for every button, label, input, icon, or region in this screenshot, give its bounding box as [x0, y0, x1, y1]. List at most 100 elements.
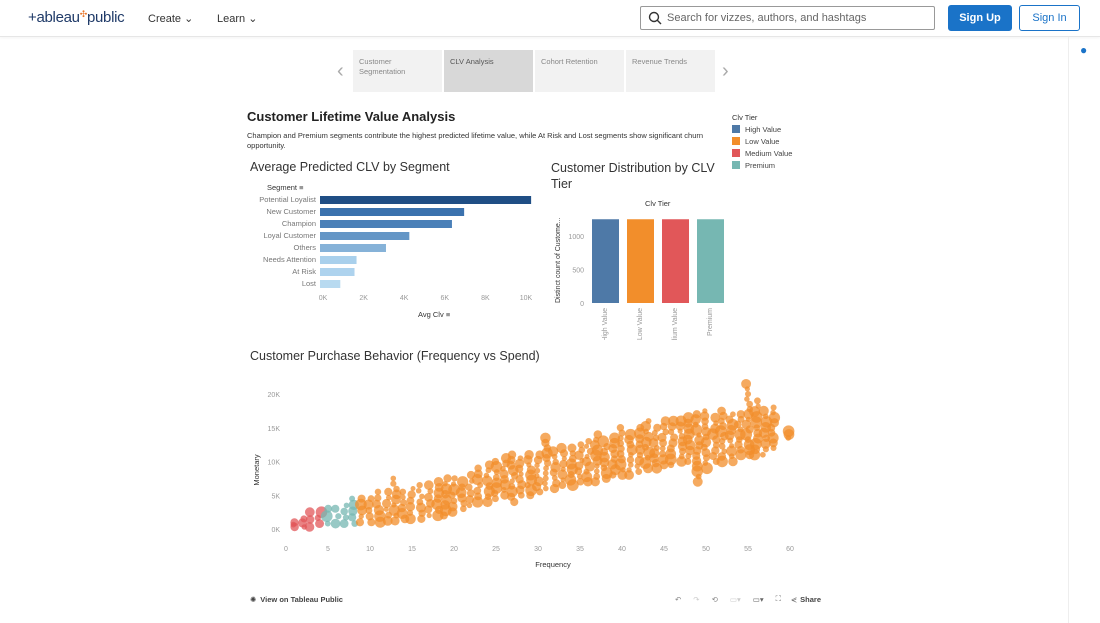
fullscreen-icon[interactable]: ⛶ — [775, 594, 781, 603]
bar-needs-attention[interactable] — [320, 256, 357, 264]
share-button[interactable]: Share — [800, 594, 821, 604]
redo-icon[interactable]: ↷ — [693, 594, 700, 604]
scatter-point — [465, 483, 473, 491]
clv-by-segment-chart: Potential Loyalist New Customer Champion Lo… — [259, 195, 532, 302]
scatter-point — [517, 455, 524, 461]
column-low-value[interactable] — [627, 219, 654, 303]
x-tick-label: 40 — [618, 546, 626, 553]
scatter-point — [567, 443, 577, 453]
tab-next-arrow[interactable]: › — [722, 60, 729, 82]
scatter-point — [754, 397, 761, 405]
nav-learn[interactable]: Learn ⌄ — [217, 12, 257, 25]
scatter-point — [335, 513, 342, 520]
avg-clv-label: Avg Clv — [418, 310, 444, 319]
tab-cohort-retention[interactable]: Cohort Retention — [535, 50, 624, 92]
legend-item-medium-value[interactable]: Medium Value — [732, 147, 792, 159]
legend-item-low-value[interactable]: Low Value — [732, 135, 792, 147]
scatter-point — [390, 516, 400, 526]
bar-champion[interactable] — [320, 220, 452, 228]
scatter-point — [390, 480, 397, 487]
scatter-point — [400, 494, 406, 500]
scatter-point — [617, 444, 625, 453]
column-high-value[interactable] — [592, 219, 619, 303]
tableau-public-logo[interactable]: +ableau✣public — [28, 9, 125, 26]
device-preview-icon[interactable]: ▭▾ — [752, 594, 764, 604]
scatter-point — [419, 493, 425, 500]
scatter-point — [593, 468, 600, 475]
scatter-point — [514, 458, 525, 469]
scatter-point — [304, 507, 315, 517]
legend-item-high-value[interactable]: High Value — [732, 123, 792, 135]
view-on-tableau-public-link[interactable]: View on Tableau Public — [260, 594, 343, 604]
scatter-point — [700, 436, 712, 448]
segment-label: Lost — [302, 279, 317, 288]
scatter-point — [372, 499, 381, 509]
scatter-point — [405, 513, 416, 525]
bar-new-customer[interactable] — [320, 208, 465, 216]
sort-icon[interactable]: ≡ — [445, 310, 451, 319]
scatter-point — [315, 519, 325, 529]
x-tick-label: 10 — [366, 546, 374, 553]
bar-others[interactable] — [320, 244, 386, 252]
lightbulb-icon[interactable]: ● — [1080, 43, 1088, 57]
legend-label: Premium — [745, 160, 776, 170]
legend-item-premium[interactable]: Premium — [732, 159, 792, 171]
tab-revenue-trends[interactable]: Revenue Trends — [626, 50, 715, 92]
search-placeholder: Search for vizzes, authors, and hashtags — [667, 12, 867, 24]
x-tick-label: 60 — [786, 546, 794, 553]
scatter-point — [736, 410, 746, 419]
scatter-point — [355, 518, 365, 527]
scatter-point — [577, 441, 585, 448]
purchase-behavior-title: Customer Purchase Behavior (Frequency vs… — [250, 349, 540, 363]
scatter-point — [699, 411, 710, 421]
scatter-point — [406, 509, 414, 516]
scatter-point — [744, 396, 750, 402]
scatter-point — [576, 473, 583, 480]
sort-icon[interactable]: ≡ — [299, 183, 304, 192]
undo-icon[interactable]: ↶ — [674, 594, 682, 604]
scatter-point — [324, 520, 331, 527]
scatter-point — [593, 473, 601, 480]
sign-in-button[interactable]: Sign In — [1019, 5, 1080, 31]
nav-create[interactable]: Create ⌄ — [148, 12, 193, 25]
scatter-point — [343, 502, 350, 509]
scatter-point — [678, 453, 685, 460]
clv-tier-distribution-chart: Distinct count of Custome... 1000 500 0 High… — [555, 217, 724, 340]
scatter-point — [702, 408, 708, 414]
segment-axis-header[interactable]: Segment ≡ — [267, 183, 304, 192]
pause-updates-icon[interactable]: ▭▾ — [729, 594, 741, 604]
bar-lost[interactable] — [320, 280, 341, 288]
column-premium[interactable] — [697, 219, 724, 303]
scatter-point — [597, 435, 610, 448]
bar-at-risk[interactable] — [320, 268, 355, 276]
x-tick-label: 2K — [359, 295, 368, 302]
revert-icon[interactable]: ⟲ — [711, 594, 718, 604]
scatter-point — [482, 496, 493, 508]
sign-up-button[interactable]: Sign Up — [948, 5, 1012, 31]
scatter-point — [416, 498, 424, 506]
dashboard-title: Customer Lifetime Value Analysis — [247, 109, 456, 124]
scatter-point — [426, 512, 432, 519]
scatter-point — [491, 495, 499, 503]
tab-customer-segmentation[interactable]: Customer Segmentation — [353, 50, 442, 92]
viz-toolbar: ✺ View on Tableau Public ↶ ↷ ⟲ ▭▾ ▭▾ ⛶ ⋞… — [247, 589, 837, 609]
share-icon[interactable]: ⋞ — [790, 594, 798, 604]
scatter-point — [624, 470, 635, 480]
bar-potential-loyalist[interactable] — [320, 196, 532, 204]
scatter-point — [616, 424, 625, 432]
column-medium-value[interactable] — [662, 219, 689, 303]
tab-prev-arrow[interactable]: ‹ — [337, 60, 344, 82]
scatter-point — [330, 518, 341, 529]
search-input[interactable]: Search for vizzes, authors, and hashtags — [640, 6, 935, 30]
scatter-point — [542, 475, 549, 482]
scatter-point — [339, 519, 349, 529]
scatter-point — [405, 502, 416, 512]
x-tick-label: 15 — [408, 546, 416, 553]
bar-loyal-customer[interactable] — [320, 232, 410, 240]
scatter-point — [304, 522, 315, 532]
scatter-point — [447, 501, 458, 512]
scatter-point — [552, 458, 559, 466]
y-tick-label: 5K — [271, 493, 280, 500]
avg-clv-axis-label[interactable]: Avg Clv ≡ — [418, 310, 450, 319]
tab-clv-analysis[interactable]: CLV Analysis — [444, 50, 533, 92]
